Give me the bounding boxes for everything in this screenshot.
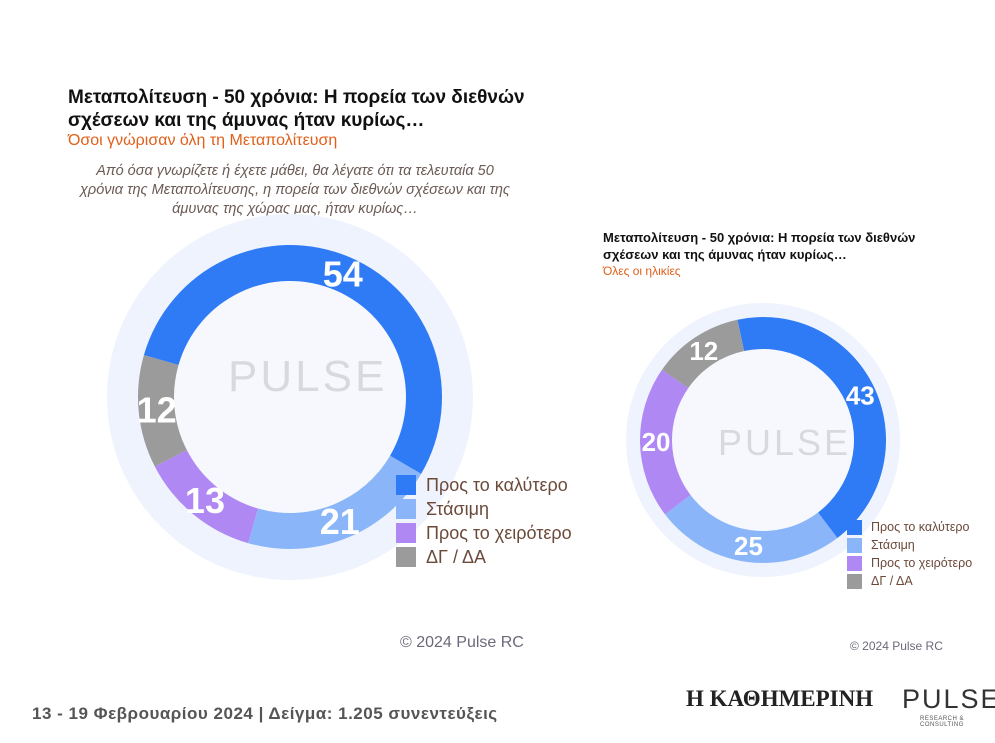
data-label: 12 — [137, 390, 177, 431]
data-label: 54 — [323, 253, 363, 294]
data-label: 13 — [185, 480, 225, 521]
legend-item: ΔΓ / ΔΑ — [847, 572, 972, 590]
legend-item: Στάσιμη — [396, 497, 572, 521]
right-chart-title: Μεταπολίτευση - 50 χρόνια: Η πορεία των … — [603, 230, 916, 262]
donut-hole — [174, 281, 406, 513]
pulse-logo-subtitle: RESEARCH & CONSULTING — [920, 716, 965, 728]
left-copyright: © 2024 Pulse RC — [400, 634, 524, 651]
donut-slice-0 — [737, 316, 887, 538]
legend-label: Προς το χειρότερο — [426, 522, 572, 543]
legend-label: ΔΓ / ΔΑ — [426, 546, 486, 567]
footer-fieldwork-info: 13 - 19 Φεβρουαρίου 2024 | Δείγμα: 1.205… — [32, 704, 498, 723]
legend-label: Στάσιμη — [871, 538, 915, 552]
donut-slice-0 — [143, 245, 442, 474]
legend-item: Προς το καλύτερο — [847, 518, 972, 536]
legend-swatch — [847, 519, 862, 535]
donut-slice-1 — [248, 455, 422, 549]
legend-item: Προς το χειρότερο — [847, 554, 972, 572]
donut-slice-3 — [138, 355, 187, 467]
watermark-logo: PULSE — [228, 352, 388, 401]
question-text: Από όσα γνωρίζετε ή έχετε μάθει, θα λέγα… — [80, 163, 510, 217]
legend-swatch — [847, 573, 862, 589]
legend-swatch — [396, 547, 416, 567]
right-chart-subtitle: Όλες οι ηλικίες — [603, 264, 681, 278]
legend-label: Προς το καλύτερο — [426, 474, 568, 495]
legend-swatch — [396, 499, 416, 519]
legend-item: Στάσιμη — [847, 536, 972, 554]
data-label: 12 — [689, 336, 718, 366]
legend-label: Στάσιμη — [426, 498, 490, 519]
right-copyright: © 2024 Pulse RC — [850, 639, 943, 653]
data-label: 43 — [846, 380, 875, 410]
data-label: 21 — [320, 501, 360, 542]
legend-swatch — [396, 523, 416, 543]
data-label: 25 — [734, 531, 763, 561]
legend-swatch — [847, 537, 862, 553]
legend-swatch — [847, 555, 862, 571]
legend-item: ΔΓ / ΔΑ — [396, 545, 572, 569]
left-chart-subtitle: Όσοι γνώρισαν όλη τη Μεταπολίτευση — [68, 132, 338, 149]
donut-slice-2 — [154, 450, 259, 544]
legend-item: Προς το καλύτερο — [396, 473, 572, 497]
kathimerini-logo: Η ΚΑΘΗΜΕΡΙΝΗ — [686, 686, 874, 711]
legend-item: Προς το χειρότερο — [396, 521, 572, 545]
legend-label: ΔΓ / ΔΑ — [871, 574, 913, 588]
legend-label: Προς το καλύτερο — [871, 520, 970, 534]
donut-slice-2 — [640, 369, 691, 515]
watermark-logo: PULSE — [718, 422, 852, 463]
legend-label: Προς το χειρότερο — [871, 556, 973, 570]
right-legend: Προς το καλύτερο Στάσιμη Προς το χειρότερο… — [847, 518, 972, 590]
legend-swatch — [396, 475, 416, 495]
left-chart-title: Μεταπολίτευση - 50 χρόνια: Η πορεία των … — [68, 87, 525, 131]
donut-slice-1 — [665, 495, 838, 563]
pulse-logo: PULSE — [902, 684, 995, 714]
donut-slice-3 — [661, 319, 745, 389]
data-label: 20 — [642, 427, 671, 457]
left-legend: Προς το καλύτερο Στάσιμη Προς το χειρότερο… — [396, 473, 572, 569]
donut-hole — [672, 349, 854, 531]
